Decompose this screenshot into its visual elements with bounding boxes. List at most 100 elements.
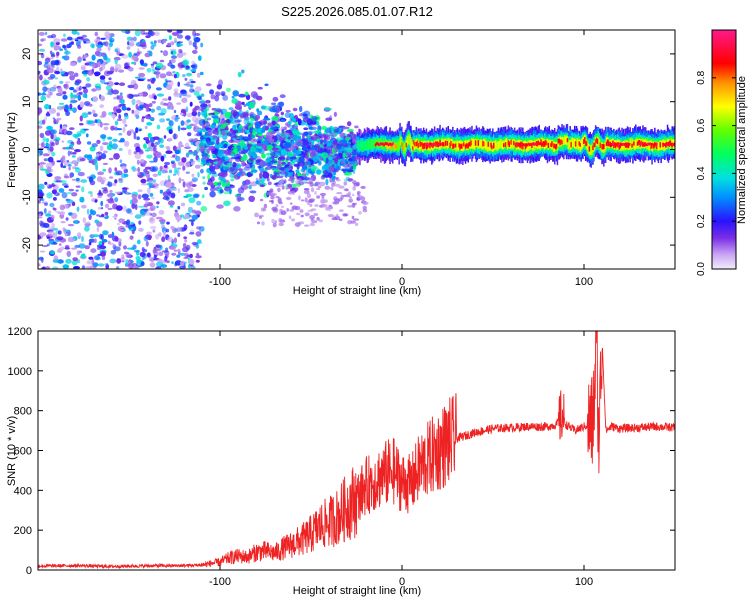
spectrogram-cell <box>243 166 251 171</box>
spectrogram-cell <box>144 125 148 129</box>
spectrogram-cell <box>162 102 168 106</box>
spectrogram-cell <box>211 115 219 119</box>
spectrogram-cell <box>69 103 73 110</box>
spectrogram-cell <box>349 148 353 152</box>
spectrogram-cell <box>321 195 325 199</box>
spectrogram-cell <box>199 146 206 152</box>
spectrogram-cell <box>93 161 99 167</box>
spectrogram-cell <box>76 250 81 256</box>
spectrogram-cell <box>108 157 114 161</box>
spectrogram-cell <box>46 192 53 199</box>
spectrogram-cell <box>107 207 113 210</box>
spectrogram-cell <box>43 158 48 162</box>
spectrogram-cell <box>135 127 139 134</box>
spectrogram-cell <box>168 35 172 40</box>
spectrogram-cell <box>157 170 162 176</box>
spectrogram-cell <box>129 129 134 133</box>
y-tick-label: -10 <box>21 189 33 205</box>
spectrogram-cell <box>173 93 181 98</box>
spectrogram-cell <box>293 135 298 139</box>
spectrogram-cell <box>281 185 285 190</box>
spectrogram-cell <box>71 155 76 158</box>
spectrogram-cell <box>334 157 338 165</box>
spectrogram-cell <box>146 154 153 159</box>
spectrogram-cell <box>159 144 165 148</box>
spectrogram-cell <box>328 156 333 161</box>
spectrogram-cell <box>61 140 65 143</box>
spectrogram-cell <box>86 133 89 138</box>
spectrogram-cell <box>316 169 322 175</box>
spectrogram-cell <box>326 142 331 147</box>
spectrogram-cell <box>170 192 176 199</box>
spectrogram-cell <box>91 175 96 179</box>
spectrogram-cell <box>104 211 109 216</box>
spectrogram-band-cell <box>467 143 469 149</box>
spectrogram-cell <box>138 72 146 78</box>
spectrogram-cell <box>333 146 337 153</box>
spectrogram-cell <box>164 255 168 262</box>
spectrogram-band-cell <box>390 142 392 146</box>
spectrogram-cell <box>229 166 235 172</box>
spectrogram-cell <box>339 209 344 213</box>
spectrogram-band-cell <box>392 143 394 151</box>
spectrogram-cell <box>289 209 295 212</box>
spectrogram-band-cell <box>421 142 423 146</box>
spectrogram-band-cell <box>562 136 564 145</box>
spectrogram-cell <box>307 138 312 143</box>
spectrogram-cell <box>180 260 185 266</box>
spectrogram-cell <box>267 181 272 186</box>
spectrogram-cell <box>182 243 187 248</box>
spectrogram-cell <box>94 50 101 57</box>
spectrogram-cell <box>254 122 261 129</box>
spectrogram-cell <box>167 30 173 33</box>
spectrogram-cell <box>259 172 263 179</box>
spectrogram-cell <box>153 179 157 183</box>
spectrogram-cell <box>271 120 276 126</box>
spectrogram-cell <box>38 125 43 129</box>
spectrogram-cell <box>190 68 197 72</box>
spectrogram-cell <box>88 241 92 246</box>
spectrogram-cell <box>81 66 86 70</box>
spectrogram-cell <box>149 51 153 57</box>
spectrogram-band-cell <box>646 143 648 147</box>
spectrogram-cell <box>230 146 238 153</box>
spectrogram-cell <box>125 259 129 265</box>
spectrogram-band-cell <box>506 140 509 150</box>
spectrogram-cell <box>197 239 202 244</box>
spectrogram-cell <box>151 197 155 200</box>
spectrogram-band-cell <box>540 142 542 146</box>
spectrogram-cell <box>75 41 81 47</box>
spectrogram-cell <box>42 94 46 98</box>
spectrogram-cell <box>353 182 360 187</box>
spectrogram-cell <box>261 221 265 226</box>
spectrogram-cell <box>334 132 338 137</box>
spectrogram-cell <box>159 218 166 224</box>
spectrogram-cell <box>324 185 331 190</box>
spectrogram-band-cell <box>435 143 438 146</box>
spectrogram-band-cell <box>668 143 671 146</box>
spectrogram-cell <box>306 190 310 193</box>
spectrogram-cell <box>323 148 328 152</box>
spectrogram-cell <box>180 144 184 148</box>
spectrogram-band-cell <box>622 142 624 146</box>
spectrogram-cell <box>94 31 99 37</box>
spectrogram-cell <box>39 132 45 139</box>
spectrogram-cell <box>287 190 294 195</box>
spectrogram-cell <box>77 56 82 62</box>
spectrogram-cell <box>61 129 68 136</box>
spectrogram-cell <box>259 198 264 202</box>
spectrogram-cell <box>182 74 186 78</box>
spectrogram-cell <box>130 54 138 61</box>
spectrogram-cell <box>223 122 229 127</box>
spectrogram-cell <box>209 89 215 95</box>
spectrogram-cell <box>279 170 287 175</box>
spectrogram-band-cell <box>421 140 423 150</box>
spectrogram-cell <box>241 101 245 105</box>
spectrogram-cell <box>289 163 292 168</box>
spectrogram-cell <box>134 214 142 219</box>
colorbar-gradient <box>711 29 737 270</box>
spectrogram-band-cell <box>380 142 382 146</box>
spectrogram-band-cell <box>578 141 580 146</box>
spectrogram-cell <box>225 166 229 171</box>
spectrogram-cell <box>90 210 97 216</box>
